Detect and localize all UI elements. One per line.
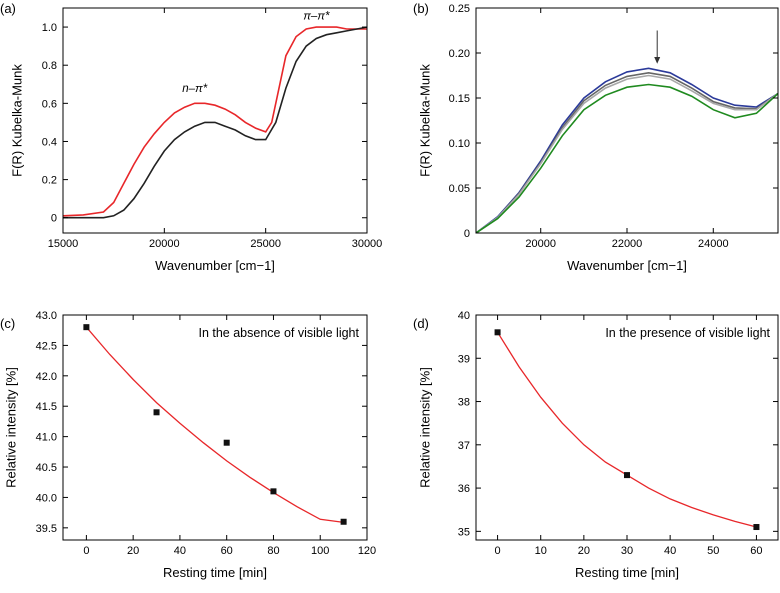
y-axis-label: F(R) Kubelka-Munk (417, 64, 432, 177)
y-tick-label: 40 (458, 310, 470, 322)
x-tick-label: 80 (267, 545, 279, 557)
y-tick-label: 0 (51, 213, 57, 225)
y-tick-label: 0.10 (449, 138, 470, 150)
y-tick-label: 43.0 (36, 310, 57, 322)
y-tick-label: 35 (458, 526, 470, 538)
peak-annotation: π–π* (303, 10, 330, 22)
chart-title: In the presence of visible light (605, 326, 770, 340)
panel-d: (d) 0 10 20 30 40 50 60 35 36 37 38 39 40 Resting time… (413, 310, 779, 580)
y-tick-label: 40.5 (36, 462, 57, 474)
x-tick-label: 120 (358, 545, 376, 557)
y-axis-label: F(R) Kubelka-Munk (9, 64, 24, 177)
x-tick-label: 30 (621, 545, 633, 557)
series-line-2 (476, 74, 778, 233)
x-axis-label: Resting time [min] (163, 565, 267, 580)
x-tick-label: 60 (750, 545, 762, 557)
y-tick-label: 36 (458, 483, 470, 495)
panel-label: (c) (0, 316, 15, 331)
x-axis-label: Wavenumber [cm−1] (155, 258, 275, 273)
series-line-0 (476, 67, 778, 233)
x-tick-label: 30000 (352, 238, 383, 250)
x-tick-label: 0 (495, 545, 501, 557)
x-tick-label: 0 (83, 545, 89, 557)
y-tick-label: 0.6 (42, 98, 57, 110)
panel-label: (b) (413, 1, 429, 16)
x-tick-label: 20000 (149, 238, 180, 250)
data-point (340, 518, 347, 525)
y-tick-label: 0.05 (449, 183, 470, 195)
y-axis-label: Relative intensity [%] (417, 367, 432, 488)
x-tick-label: 60 (221, 545, 233, 557)
data-point (624, 472, 630, 479)
y-tick-label: 38 (458, 397, 470, 409)
x-tick-label: 40 (664, 545, 676, 557)
x-tick-label: 22000 (612, 238, 643, 250)
y-tick-label: 40.0 (36, 492, 57, 504)
plot-frame (62, 314, 368, 541)
x-tick-label: 20 (578, 545, 590, 557)
x-tick-label: 15000 (48, 238, 79, 250)
x-tick-label: 40 (174, 545, 186, 557)
y-tick-label: 0.15 (449, 93, 470, 105)
data-point (83, 324, 90, 331)
y-tick-label: 1.0 (42, 22, 57, 34)
x-tick-label: 10 (535, 545, 547, 557)
x-axis-label: Resting time [min] (575, 565, 679, 580)
x-tick-label: 100 (311, 545, 329, 557)
plot-frame (475, 7, 779, 234)
data-point (494, 329, 501, 336)
panel-label: (d) (413, 316, 429, 331)
y-tick-label: 0.4 (42, 136, 57, 148)
y-tick-label: 42.5 (36, 340, 57, 352)
x-axis-label: Wavenumber [cm−1] (567, 258, 687, 273)
down-arrow-icon (654, 30, 661, 64)
x-tick-label: 25000 (250, 238, 281, 250)
panel-b: (b) 20000 22000 24000 0 0.05 0.10 0.15 0.20 0.25 W… (413, 1, 779, 273)
y-tick-label: 39.5 (36, 523, 57, 535)
plot-frame (475, 314, 779, 541)
y-tick-label: 41.5 (36, 401, 57, 413)
panel-label: (a) (0, 1, 16, 16)
series-line-0 (63, 26, 367, 217)
panel-a: (a) 15000 20000 25000 30000 0 0.2 0.4 0.6 0.8 1.0 W… (0, 1, 382, 273)
peak-annotation: n–π* (182, 83, 207, 95)
series-line-1 (63, 26, 367, 219)
y-tick-label: 42.0 (36, 371, 57, 383)
y-tick-label: 37 (458, 440, 470, 452)
y-tick-label: 0 (464, 228, 470, 240)
fit-curve (497, 331, 757, 528)
y-tick-label: 39 (458, 353, 470, 365)
y-tick-label: 0.20 (449, 48, 470, 60)
x-tick-label: 24000 (698, 238, 729, 250)
y-tick-label: 41.0 (36, 432, 57, 444)
chart-title: In the absence of visible light (198, 326, 359, 340)
panel-c: (c) 0 20 40 60 80 100 120 39.5 40.0 40.5 41.0 41.5 42… (0, 310, 376, 580)
data-point (223, 439, 230, 446)
fit-curve (85, 326, 344, 524)
y-axis-label: Relative intensity [%] (3, 367, 18, 488)
x-tick-label: 20 (127, 545, 139, 557)
series-line-3 (476, 83, 778, 233)
data-point (270, 488, 277, 495)
y-tick-label: 0.8 (42, 60, 57, 72)
data-point (753, 524, 760, 531)
y-tick-label: 0.2 (42, 175, 57, 187)
x-tick-label: 20000 (525, 238, 556, 250)
series-line-1 (476, 71, 778, 233)
data-point (153, 409, 160, 416)
plot-frame (62, 7, 368, 234)
x-tick-label: 50 (707, 545, 719, 557)
y-tick-label: 0.25 (449, 3, 470, 15)
